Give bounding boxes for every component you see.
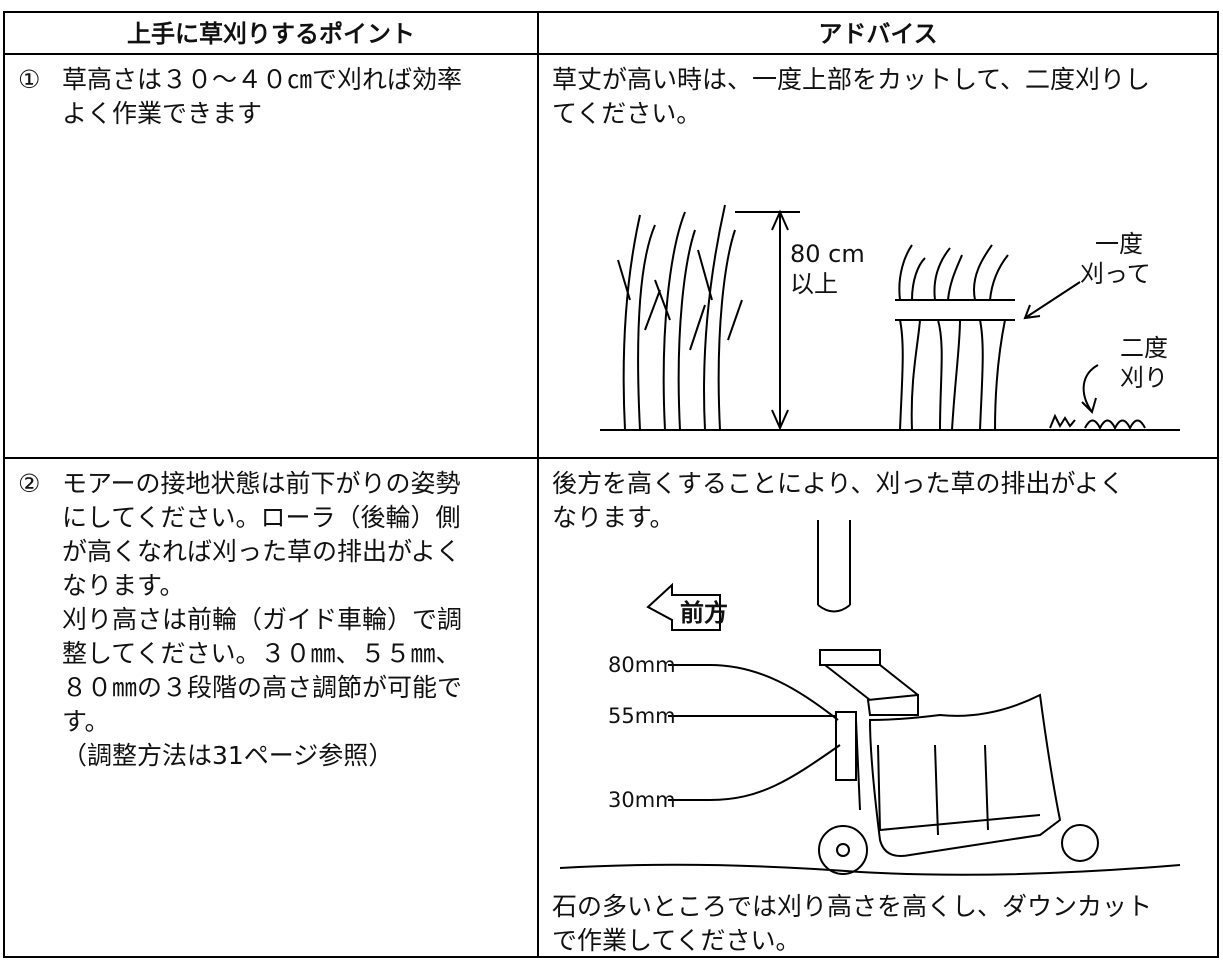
note-text: で作業してください。 [552, 926, 801, 955]
height-label: 80mm [608, 653, 676, 677]
grass-illustration [600, 204, 1180, 431]
figure-label: 一度 [1095, 230, 1143, 258]
point-text: モアーの接地状態は前下がりの姿勢 [62, 469, 461, 498]
point-text: にしてください。ローラ（後輪）側 [62, 503, 461, 532]
figure-label: 刈って [1080, 260, 1151, 288]
height-label: 30mm [608, 788, 676, 812]
direction-label: 前方 [680, 599, 728, 627]
point-text: よく作業できます [62, 99, 262, 128]
figure-label: 刈り [1120, 364, 1168, 392]
height-label: 55mm [608, 704, 676, 728]
point-text: 刈り高さは前輪（ガイド車輪）で調 [62, 605, 462, 634]
point-text: なります。 [62, 571, 185, 600]
point-text: が高くなれば刈った草の排出がよく [62, 537, 461, 566]
note-text: 石の多いところでは刈り高さを高くし、ダウンカット [552, 892, 1152, 921]
point-text: 草高さは３０～４０㎝で刈れば効率 [62, 65, 462, 94]
table-border [3, 11, 1219, 958]
figure-label: 以上 [790, 270, 838, 298]
advice-text: てください。 [552, 99, 701, 128]
point-text: （調整方法は31ページ参照） [62, 741, 393, 770]
point-text: ８０㎜の３段階の高さ調節が可能で [62, 673, 462, 702]
mower-illustration [559, 520, 1181, 876]
point-text: す。 [62, 707, 110, 736]
header: アドバイス [818, 20, 937, 48]
advice-text: 後方を高くすることにより、刈った草の排出がよく [552, 469, 1124, 498]
row-number: ② [18, 469, 40, 498]
row-number: ① [18, 65, 40, 94]
point-text: 整してください。３０㎜、５５㎜、 [62, 639, 461, 668]
figure-label: 80 cm [790, 240, 865, 268]
advice-text: 草丈が高い時は、一度上部をカットして、二度刈りし [552, 65, 1150, 94]
header: 上手に草刈りするポイント [127, 20, 415, 48]
figure-label: 二度 [1120, 334, 1168, 362]
advice-text: なります。 [552, 503, 675, 532]
